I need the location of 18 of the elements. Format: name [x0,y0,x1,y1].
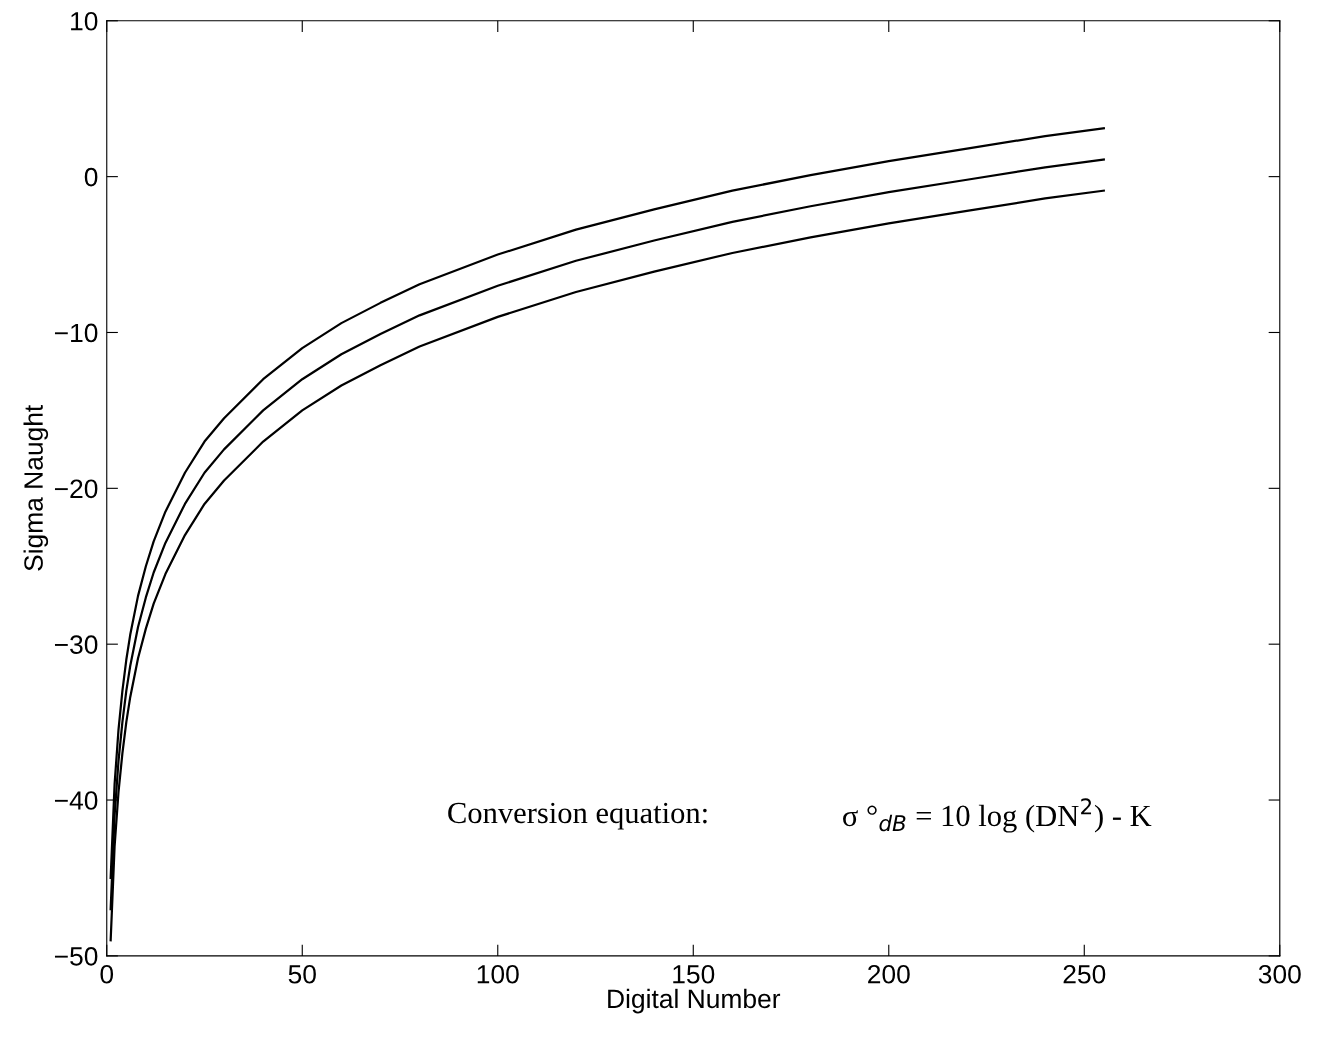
y-axis-title: Sigma Naught [23,404,49,571]
annotation: Conversion equation: [448,802,707,830]
y-tick-label: 0 [84,167,98,187]
y-tick-label: −10 [54,323,98,343]
y-tick-label: 10 [71,11,98,31]
x-axis-title: Digital Number [608,988,781,1014]
y-tick-label: −50 [54,947,98,966]
x-tick-label: 300 [1258,964,1301,984]
x-tick-label: 100 [477,964,519,984]
y-tick-label: −40 [54,791,98,810]
x-tick-label: 0 [100,964,114,984]
x-tick-label: 150 [673,964,715,984]
x-tick-label: 250 [1063,964,1106,984]
y-tick-label: −20 [54,479,98,499]
x-tick-label: 200 [868,964,910,984]
annotation: σ °$_{dB}$ = 10 log (DN$^{2}$) - K [843,798,1152,833]
x-tick-label: 50 [288,964,316,984]
y-tick-label: −30 [54,635,98,654]
